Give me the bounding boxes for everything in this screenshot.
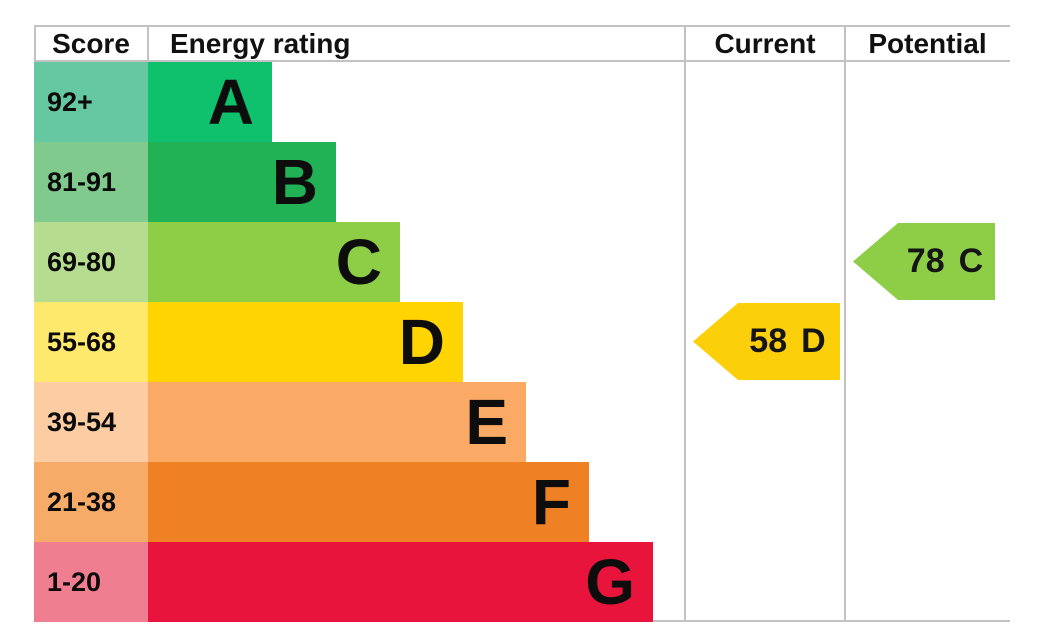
rating-bar-b: B bbox=[148, 142, 336, 222]
epc-chart: Score Energy rating Current Potential 92… bbox=[34, 25, 1010, 622]
band-rows: 92+ A 81-91 B 69-80 C 55-68 D 39-54 E 21-38 F 1-20 G bbox=[34, 62, 1010, 622]
band-row-e: 39-54 E bbox=[34, 382, 1010, 462]
potential-rating-letter: C bbox=[958, 242, 984, 280]
band-row-g: 1-20 G bbox=[34, 542, 1010, 622]
band-letter-a: A bbox=[207, 66, 254, 138]
score-range-g: 1-20 bbox=[34, 542, 148, 622]
header-bottom-border bbox=[34, 60, 1010, 62]
rating-bar-c: C bbox=[148, 222, 400, 302]
band-letter-g: G bbox=[585, 546, 635, 618]
band-letter-d: D bbox=[398, 306, 445, 378]
band-letter-c: C bbox=[335, 226, 382, 298]
band-row-a: 92+ A bbox=[34, 62, 1010, 142]
score-range-c: 69-80 bbox=[34, 222, 148, 302]
rating-bar-d: D bbox=[148, 302, 463, 382]
band-letter-f: F bbox=[531, 466, 571, 538]
rating-bar-e: E bbox=[148, 382, 526, 462]
band-row-f: 21-38 F bbox=[34, 462, 1010, 542]
potential-score-value: 78 bbox=[906, 242, 945, 280]
potential-header: Potential bbox=[868, 28, 987, 59]
score-rating-divider bbox=[147, 25, 149, 62]
rating-bar-f: F bbox=[148, 462, 589, 542]
rating-bar-g: G bbox=[148, 542, 653, 622]
band-letter-b: B bbox=[271, 146, 318, 218]
current-potential-divider bbox=[844, 25, 846, 622]
table-top-border bbox=[34, 25, 1010, 27]
band-letter-e: E bbox=[465, 386, 508, 458]
band-row-c: 69-80 C bbox=[34, 222, 1010, 302]
rating-current-divider bbox=[684, 25, 686, 622]
current-score-value: 58 bbox=[749, 322, 788, 360]
score-header: Score bbox=[52, 28, 130, 59]
current-rating-letter: D bbox=[801, 322, 826, 360]
header-left-border bbox=[34, 25, 36, 62]
current-header: Current bbox=[714, 28, 816, 59]
score-range-f: 21-38 bbox=[34, 462, 148, 542]
header-row: Score Energy rating Current Potential bbox=[34, 27, 1010, 60]
score-range-a: 92+ bbox=[34, 62, 148, 142]
score-range-b: 81-91 bbox=[34, 142, 148, 222]
rating-bar-a: A bbox=[148, 62, 272, 142]
energy-rating-header: Energy rating bbox=[170, 28, 351, 59]
score-range-e: 39-54 bbox=[34, 382, 148, 462]
band-row-b: 81-91 B bbox=[34, 142, 1010, 222]
score-range-d: 55-68 bbox=[34, 302, 148, 382]
band-row-d: 55-68 D bbox=[34, 302, 1010, 382]
